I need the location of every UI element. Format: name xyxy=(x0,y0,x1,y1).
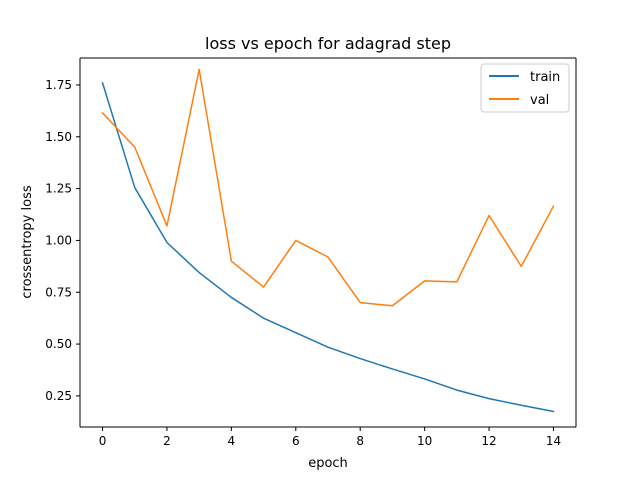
x-tick-label: 14 xyxy=(546,434,561,448)
chart-title: loss vs epoch for adagrad step xyxy=(205,34,451,53)
y-tick-label: 1.25 xyxy=(45,182,72,196)
axes-frame xyxy=(79,57,577,428)
plot-area-background xyxy=(80,58,576,427)
y-tick-label: 0.75 xyxy=(45,285,72,299)
x-tick-label: 12 xyxy=(481,434,496,448)
legend: train val xyxy=(480,63,570,113)
y-tick-label: 1.00 xyxy=(45,233,72,247)
x-tick-label: 6 xyxy=(292,434,300,448)
y-axis-label: crossentropy loss xyxy=(20,185,35,298)
y-tick-label: 1.50 xyxy=(45,130,72,144)
y-tick-label: 0.25 xyxy=(45,389,72,403)
y-tick-label: 1.75 xyxy=(45,78,72,92)
legend-label-train: train xyxy=(530,70,560,85)
y-ticks-layer: 0.25 0.50 0.75 1.00 1.25 1.50 1.75 xyxy=(45,78,80,403)
series-lines-layer xyxy=(101,68,555,413)
y-tick-label: 0.50 xyxy=(45,337,72,351)
x-tick-label: 10 xyxy=(417,434,432,448)
x-ticks-layer: 0 2 4 6 8 10 12 14 xyxy=(99,427,561,448)
series-line-train xyxy=(101,81,555,413)
x-tick-label: 0 xyxy=(99,434,107,448)
x-tick-label: 4 xyxy=(228,434,236,448)
x-axis-label: epoch xyxy=(308,456,348,471)
series-line-val xyxy=(101,68,555,307)
x-tick-label: 8 xyxy=(356,434,364,448)
x-tick-label: 2 xyxy=(163,434,171,448)
legend-label-val: val xyxy=(530,93,549,108)
